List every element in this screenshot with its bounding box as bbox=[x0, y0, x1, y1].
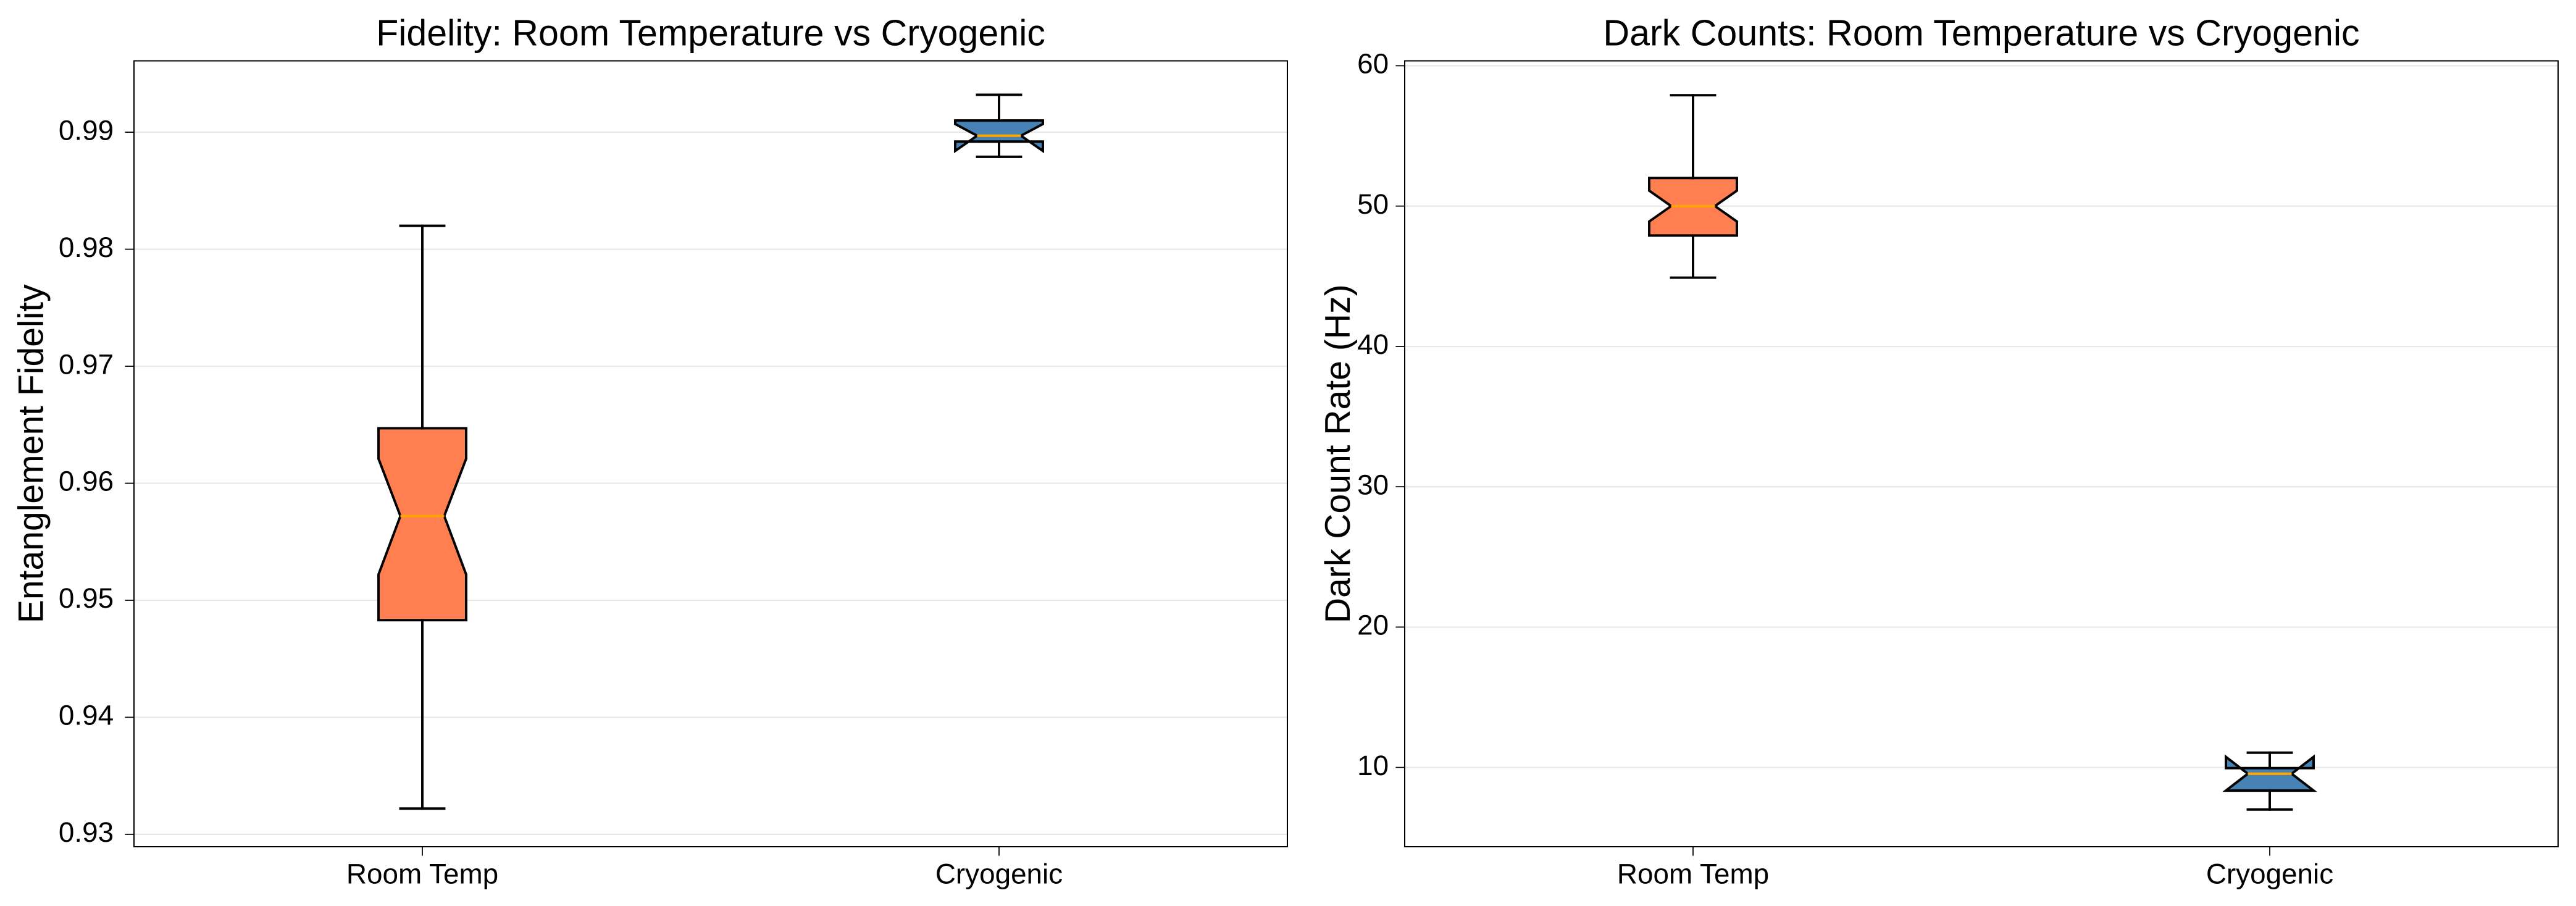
svg-text:0.97: 0.97 bbox=[59, 348, 114, 380]
svg-text:Dark Counts: Room Temperature: Dark Counts: Room Temperature vs Cryogen… bbox=[1603, 12, 2359, 54]
svg-text:40: 40 bbox=[1357, 329, 1389, 360]
svg-text:Entanglement Fidelity: Entanglement Fidelity bbox=[11, 284, 51, 623]
svg-text:0.94: 0.94 bbox=[59, 700, 114, 731]
svg-text:0.95: 0.95 bbox=[59, 582, 114, 614]
svg-text:Fidelity: Room Temperature vs: Fidelity: Room Temperature vs Cryogenic bbox=[376, 12, 1045, 54]
svg-text:Cryogenic: Cryogenic bbox=[935, 858, 1063, 889]
svg-text:Cryogenic: Cryogenic bbox=[2206, 858, 2333, 889]
svg-text:0.99: 0.99 bbox=[59, 114, 114, 146]
svg-text:60: 60 bbox=[1357, 48, 1389, 80]
svg-text:50: 50 bbox=[1357, 188, 1389, 220]
svg-text:0.93: 0.93 bbox=[59, 816, 114, 848]
svg-text:30: 30 bbox=[1357, 469, 1389, 500]
svg-text:Room Temp: Room Temp bbox=[346, 858, 498, 889]
svg-text:20: 20 bbox=[1357, 610, 1389, 641]
svg-text:0.96: 0.96 bbox=[59, 466, 114, 497]
svg-text:Room Temp: Room Temp bbox=[1617, 858, 1769, 889]
svg-text:Dark Count Rate (Hz): Dark Count Rate (Hz) bbox=[1318, 284, 1358, 623]
svg-text:10: 10 bbox=[1357, 750, 1389, 781]
svg-text:0.98: 0.98 bbox=[59, 232, 114, 263]
